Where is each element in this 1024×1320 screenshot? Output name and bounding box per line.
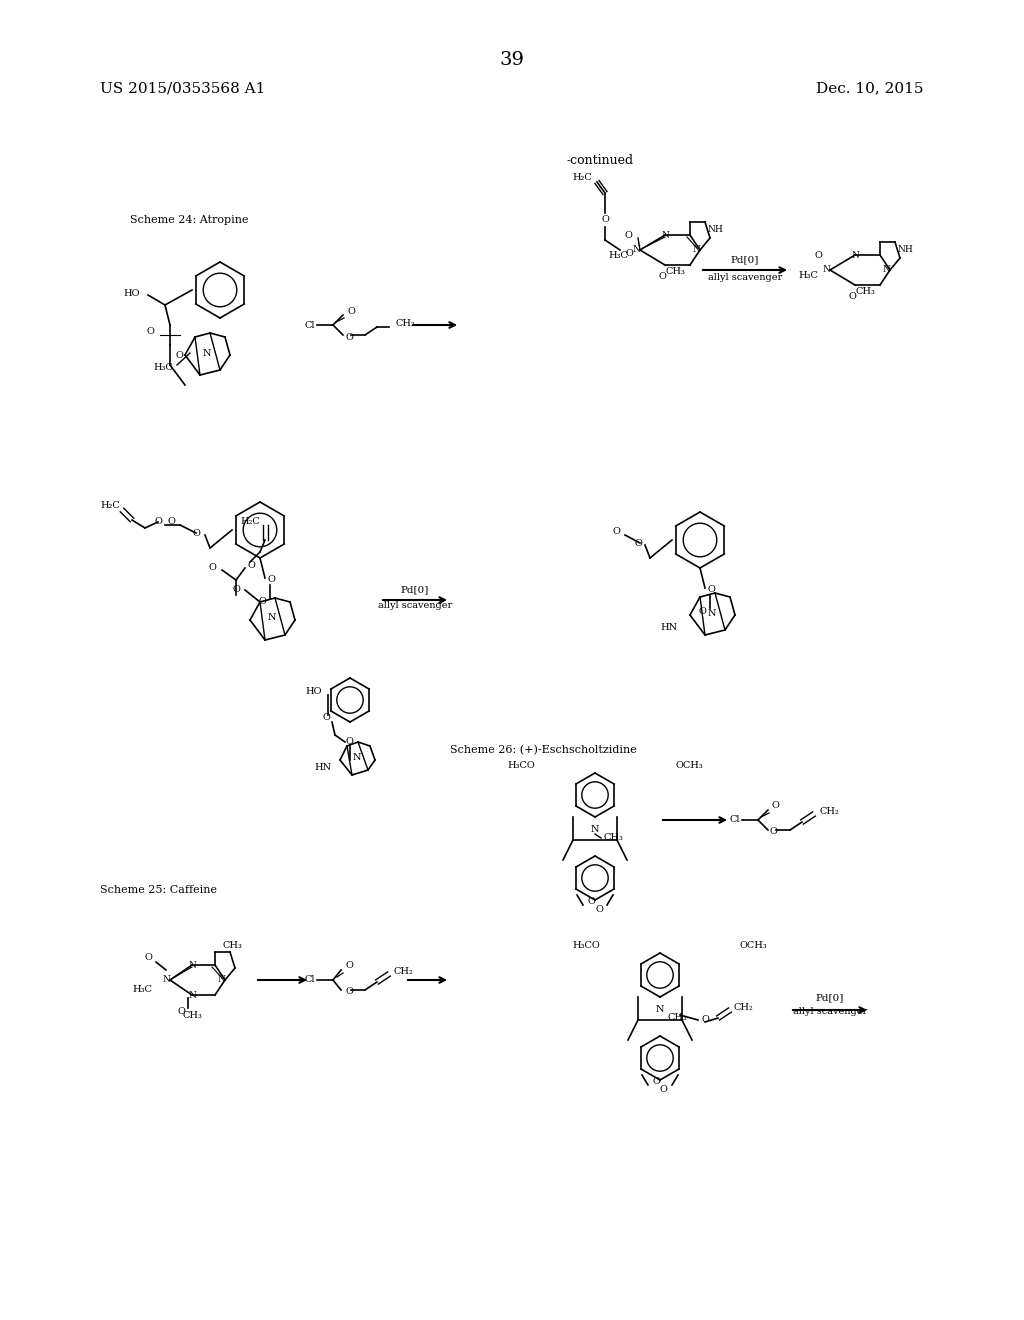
Text: US 2015/0353568 A1: US 2015/0353568 A1 bbox=[100, 81, 265, 95]
Text: H₃C: H₃C bbox=[154, 363, 173, 371]
Text: Pd[0]: Pd[0] bbox=[816, 994, 844, 1002]
Text: O: O bbox=[624, 231, 632, 240]
Text: H₂C: H₂C bbox=[241, 517, 260, 527]
Text: CH₂: CH₂ bbox=[733, 1003, 753, 1012]
Text: N: N bbox=[692, 246, 700, 255]
Text: HN: HN bbox=[314, 763, 332, 772]
Text: CH₂: CH₂ bbox=[394, 968, 414, 977]
Text: N: N bbox=[662, 231, 669, 239]
Text: H₃C: H₃C bbox=[798, 272, 818, 281]
Text: CH₂: CH₂ bbox=[395, 318, 415, 327]
Text: O: O bbox=[232, 586, 240, 594]
Text: O: O bbox=[814, 252, 822, 260]
Text: Cl: Cl bbox=[729, 816, 740, 825]
Text: H₃CO: H₃CO bbox=[572, 940, 600, 949]
Text: O: O bbox=[701, 1015, 709, 1024]
Text: N: N bbox=[188, 990, 196, 999]
Text: N: N bbox=[882, 265, 890, 275]
Text: O: O bbox=[258, 598, 266, 606]
Text: O: O bbox=[612, 528, 620, 536]
Text: CH₃: CH₃ bbox=[182, 1011, 202, 1019]
Text: O: O bbox=[247, 561, 255, 569]
Text: O: O bbox=[155, 517, 162, 527]
Text: N: N bbox=[267, 614, 276, 623]
Text: CH₃: CH₃ bbox=[668, 1014, 688, 1023]
Text: N: N bbox=[217, 975, 225, 985]
Text: O: O bbox=[708, 586, 716, 594]
Text: O: O bbox=[345, 961, 353, 970]
Text: Scheme 25: Caffeine: Scheme 25: Caffeine bbox=[100, 884, 217, 895]
Text: N: N bbox=[591, 825, 599, 834]
Text: O: O bbox=[177, 1007, 185, 1016]
Text: Cl: Cl bbox=[304, 975, 315, 985]
Text: allyl scavenger: allyl scavenger bbox=[378, 602, 453, 610]
Text: 39: 39 bbox=[500, 51, 524, 69]
Text: O: O bbox=[848, 292, 856, 301]
Text: H₃C: H₃C bbox=[132, 986, 152, 994]
Text: N: N bbox=[822, 265, 830, 275]
Text: H₂C: H₂C bbox=[100, 502, 120, 511]
Text: OCH₃: OCH₃ bbox=[740, 940, 768, 949]
Text: O: O bbox=[595, 906, 603, 915]
Text: O: O bbox=[144, 953, 152, 962]
Text: O: O bbox=[601, 215, 609, 224]
Text: O: O bbox=[193, 528, 200, 537]
Text: HO: HO bbox=[124, 289, 140, 298]
Text: CH₂: CH₂ bbox=[819, 808, 839, 817]
Text: CH₃: CH₃ bbox=[665, 268, 685, 276]
Text: O: O bbox=[658, 272, 666, 281]
Text: N: N bbox=[851, 251, 859, 260]
Text: O: O bbox=[698, 607, 706, 616]
Text: O: O bbox=[208, 564, 216, 573]
Text: CH₃: CH₃ bbox=[855, 288, 874, 297]
Text: Pd[0]: Pd[0] bbox=[400, 586, 429, 594]
Text: N: N bbox=[708, 609, 716, 618]
Text: H₃CO: H₃CO bbox=[507, 760, 535, 770]
Text: CH₃: CH₃ bbox=[603, 833, 623, 842]
Text: N: N bbox=[632, 246, 640, 255]
Text: H₂C: H₂C bbox=[572, 173, 592, 181]
Text: N: N bbox=[188, 961, 196, 969]
Text: O: O bbox=[772, 801, 780, 810]
Text: O: O bbox=[652, 1077, 660, 1086]
Text: O: O bbox=[323, 714, 330, 722]
Text: Dec. 10, 2015: Dec. 10, 2015 bbox=[816, 81, 924, 95]
Text: O: O bbox=[167, 517, 175, 527]
Text: NH: NH bbox=[898, 246, 913, 255]
Text: allyl scavenger: allyl scavenger bbox=[793, 1007, 867, 1016]
Text: O: O bbox=[660, 1085, 668, 1094]
Text: O: O bbox=[634, 539, 642, 548]
Text: -continued: -continued bbox=[566, 153, 634, 166]
Text: Scheme 24: Atropine: Scheme 24: Atropine bbox=[130, 215, 249, 224]
Text: O: O bbox=[770, 828, 778, 837]
Text: O: O bbox=[176, 351, 184, 359]
Text: Pd[0]: Pd[0] bbox=[731, 256, 759, 264]
Text: O: O bbox=[345, 738, 353, 747]
Text: allyl scavenger: allyl scavenger bbox=[708, 273, 782, 282]
Text: NH: NH bbox=[708, 226, 724, 235]
Text: N: N bbox=[655, 1006, 665, 1015]
Text: N: N bbox=[203, 348, 211, 358]
Text: O: O bbox=[268, 576, 275, 585]
Text: O: O bbox=[146, 327, 154, 337]
Text: CH₃: CH₃ bbox=[222, 940, 242, 949]
Text: O: O bbox=[347, 306, 355, 315]
Text: O: O bbox=[626, 248, 634, 257]
Text: HN: HN bbox=[660, 623, 678, 631]
Text: Scheme 26: (+)-Eschscholtzidine: Scheme 26: (+)-Eschscholtzidine bbox=[450, 744, 637, 755]
Text: N: N bbox=[162, 975, 170, 985]
Text: Cl: Cl bbox=[304, 321, 315, 330]
Text: O: O bbox=[345, 987, 353, 997]
Text: OCH₃: OCH₃ bbox=[675, 760, 702, 770]
Text: N: N bbox=[352, 754, 361, 763]
Text: HO: HO bbox=[305, 688, 322, 697]
Text: H₃C: H₃C bbox=[608, 252, 628, 260]
Text: O: O bbox=[345, 333, 353, 342]
Text: O: O bbox=[587, 898, 595, 907]
